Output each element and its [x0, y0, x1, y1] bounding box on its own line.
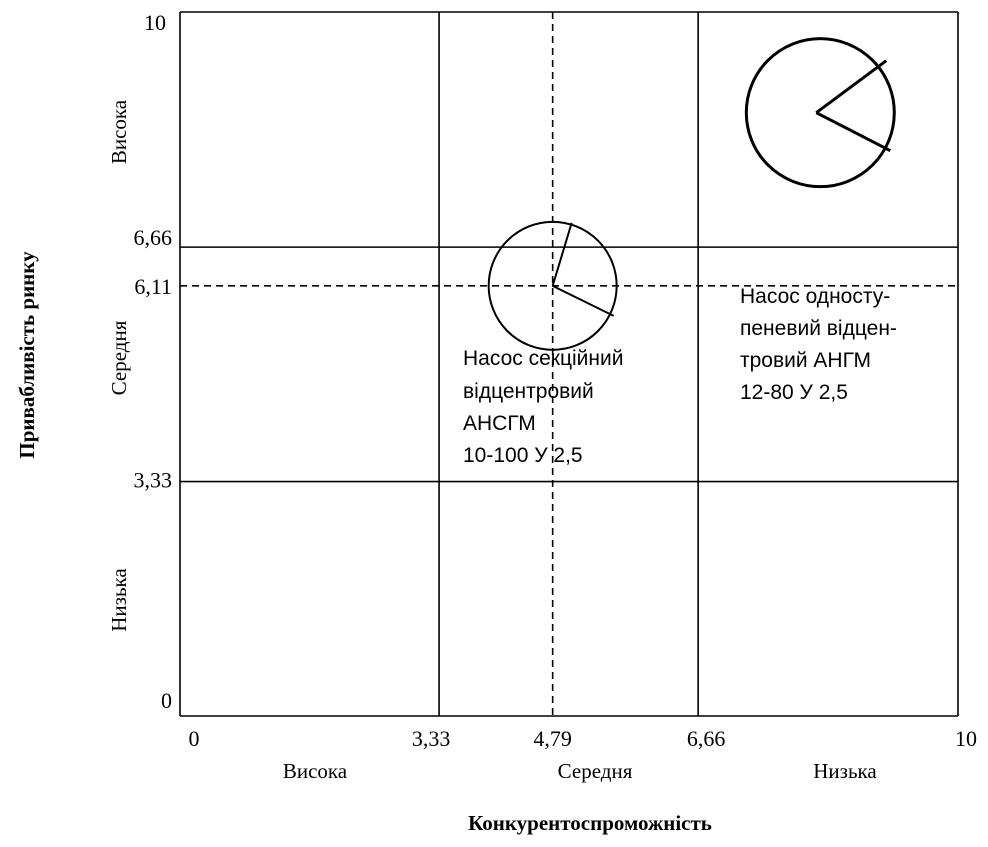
- product-bubble-single-stage-pump: [744, 37, 896, 189]
- product-label-line: тровий АНГМ: [740, 349, 871, 372]
- x-band-label: Низька: [813, 759, 877, 783]
- product-bubble-sectional-pump: [487, 220, 618, 351]
- product-label-line: Насос секційний: [463, 347, 623, 370]
- bubble-sector-line: [815, 59, 888, 114]
- x-tick-label: 6,66: [687, 726, 726, 751]
- product-label-line: пеневий відцен-: [740, 317, 897, 340]
- y-tick-label: 6,11: [134, 274, 172, 299]
- x-band-label: Середня: [558, 759, 633, 783]
- x-band-label: Висока: [283, 759, 348, 783]
- product-label-line: АНСГМ: [463, 412, 536, 435]
- product-label-line: 12-80 У 2,5: [740, 381, 848, 404]
- x-tick-label: 0: [189, 726, 200, 751]
- bubble-sector-line: [815, 111, 891, 153]
- y-band-label: Висока: [107, 99, 131, 164]
- x-tick-label: 10: [955, 726, 977, 751]
- x-tick-label: 4,79: [533, 726, 572, 751]
- y-tick-label: 0: [161, 688, 172, 713]
- x-tick-label: 3,33: [412, 726, 451, 751]
- bubble-sector-line: [552, 284, 615, 317]
- y-tick-label: 10: [144, 10, 166, 35]
- y-tick-label: 6,66: [134, 225, 173, 250]
- product-label-line: відцентровий: [463, 380, 594, 403]
- y-tick-label: 3,33: [134, 468, 173, 493]
- x-axis-title: Конкурентоспроможність: [468, 811, 712, 835]
- y-axis-title: Привабливість ринку: [15, 251, 39, 459]
- product-label-line: 10-100 У 2,5: [463, 444, 583, 467]
- bubble-sector-line: [551, 222, 573, 287]
- y-band-label: Середня: [107, 320, 131, 395]
- y-band-label: Низька: [107, 568, 131, 632]
- product-label-line: Насос односту-: [740, 285, 890, 308]
